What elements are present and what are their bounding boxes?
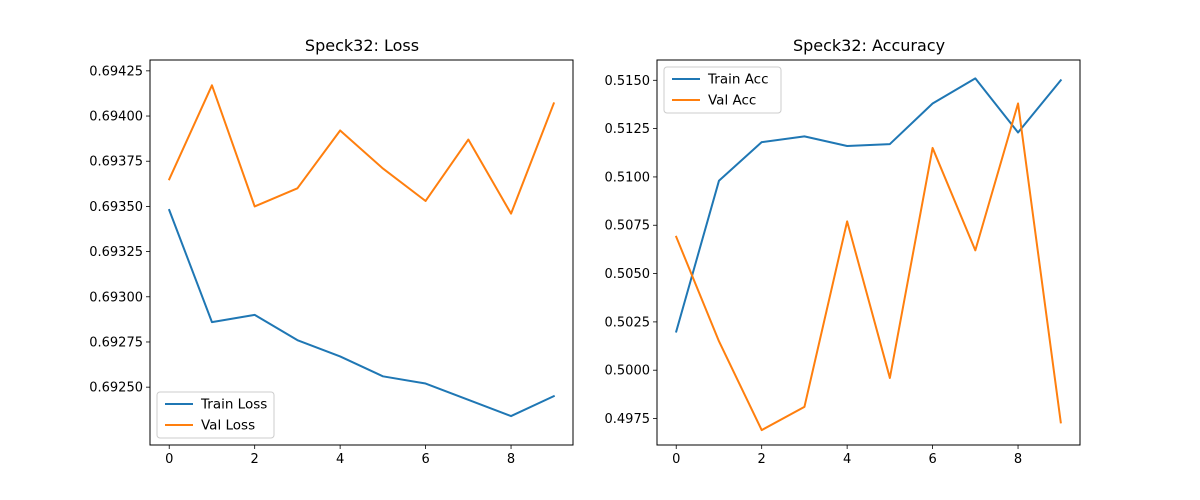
accuracy-x-tick-label: 0 xyxy=(672,452,680,467)
accuracy-legend-label-0: Train Acc xyxy=(707,72,769,88)
accuracy-y-tick-label: 0.5000 xyxy=(605,364,651,379)
loss-legend-label-1: Val Loss xyxy=(201,418,255,434)
loss-x-tick-label: 4 xyxy=(336,452,344,467)
accuracy-chart-title: Speck32: Accuracy xyxy=(793,36,945,55)
loss-legend-label-0: Train Loss xyxy=(200,397,267,413)
loss-chart-title: Speck32: Loss xyxy=(305,36,419,55)
accuracy-legend: Train Acc Val Acc xyxy=(663,66,782,114)
loss-x-tick-label: 6 xyxy=(421,452,429,467)
accuracy-y-tick-label: 0.5050 xyxy=(605,267,651,282)
accuracy-y-tick-label: 0.5100 xyxy=(605,170,651,185)
loss-axes-frame xyxy=(149,59,574,446)
loss-x-tick-label: 0 xyxy=(165,452,173,467)
accuracy-series-1-line xyxy=(674,102,1062,432)
loss-x-tick-label: 2 xyxy=(251,452,259,467)
accuracy-y-tick-label: 0.5125 xyxy=(605,122,651,137)
loss-y-tick-label: 0.69275 xyxy=(89,335,143,350)
loss-y-tick-label: 0.69300 xyxy=(89,290,143,305)
loss-chart: Speck32: Loss 0 2 4 6 8 0.69250 0.69275 0.69300… xyxy=(89,36,574,467)
accuracy-series-0-line xyxy=(674,77,1063,333)
loss-y-tick-label: 0.69425 xyxy=(89,64,143,79)
loss-y-tick-label: 0.69375 xyxy=(89,155,143,170)
loss-series-1-line xyxy=(167,84,556,215)
accuracy-x-tick-label: 6 xyxy=(928,452,936,467)
accuracy-axes-frame xyxy=(656,59,1081,446)
accuracy-y-tick-label: 0.4975 xyxy=(605,412,651,427)
loss-y-tick-label: 0.69400 xyxy=(89,110,143,125)
loss-series-0-line xyxy=(167,208,556,418)
accuracy-y-tick-label: 0.5150 xyxy=(605,74,651,89)
loss-y-tick-label: 0.69325 xyxy=(89,245,143,260)
accuracy-x-tick-label: 8 xyxy=(1014,452,1022,467)
accuracy-y-tick-label: 0.5025 xyxy=(605,315,651,330)
accuracy-chart: Speck32: Accuracy 0 2 4 6 8 0.4975 0.5000 0.502… xyxy=(605,36,1081,467)
loss-legend: Train Loss Val Loss xyxy=(156,391,275,439)
loss-x-tick-label: 8 xyxy=(507,452,515,467)
accuracy-legend-label-1: Val Acc xyxy=(708,93,756,109)
accuracy-x-tick-label: 4 xyxy=(843,452,851,467)
loss-y-tick-label: 0.69350 xyxy=(89,200,143,215)
accuracy-x-tick-label: 2 xyxy=(758,452,766,467)
accuracy-y-tick-label: 0.5075 xyxy=(605,219,651,234)
loss-y-tick-label: 0.69250 xyxy=(89,381,143,396)
